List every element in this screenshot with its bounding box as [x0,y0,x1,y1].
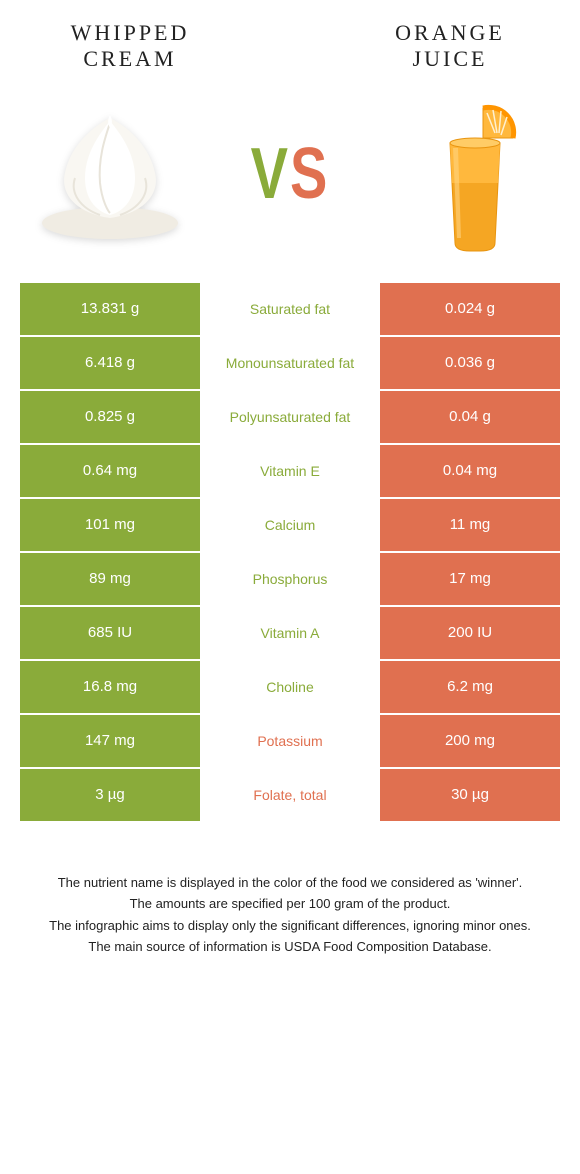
orange-juice-icon [405,93,535,253]
footer-line: The nutrient name is displayed in the co… [30,873,550,893]
footer-line: The amounts are specified per 100 gram o… [30,894,550,914]
vs-label: VS [251,131,330,216]
table-row: 147 mgPotassium200 mg [20,715,560,767]
right-food-title: ORANGE JUICE [350,20,550,73]
vs-v: V [251,132,290,214]
nutrient-table: 13.831 gSaturated fat0.024 g6.418 gMonou… [20,283,560,821]
table-row: 101 mgCalcium11 mg [20,499,560,551]
left-food-title: WHIPPED CREAM [30,20,230,73]
right-value-cell: 200 IU [380,607,560,659]
nutrient-label-cell: Folate, total [200,769,380,821]
left-value-cell: 101 mg [20,499,200,551]
title-line: CREAM [30,46,230,72]
nutrient-label-cell: Vitamin E [200,445,380,497]
footer-notes: The nutrient name is displayed in the co… [0,823,580,989]
table-row: 13.831 gSaturated fat0.024 g [20,283,560,335]
right-value-cell: 17 mg [380,553,560,605]
nutrient-label-cell: Saturated fat [200,283,380,335]
infographic-container: WHIPPED CREAM ORANGE JUICE VS [0,0,580,989]
table-row: 89 mgPhosphorus17 mg [20,553,560,605]
right-value-cell: 200 mg [380,715,560,767]
nutrient-label-cell: Potassium [200,715,380,767]
nutrient-label-cell: Phosphorus [200,553,380,605]
nutrient-label-cell: Choline [200,661,380,713]
table-row: 6.418 gMonounsaturated fat0.036 g [20,337,560,389]
left-value-cell: 6.418 g [20,337,200,389]
left-value-cell: 13.831 g [20,283,200,335]
right-value-cell: 0.024 g [380,283,560,335]
table-row: 3 µgFolate, total30 µg [20,769,560,821]
right-value-cell: 6.2 mg [380,661,560,713]
left-value-cell: 0.825 g [20,391,200,443]
left-value-cell: 685 IU [20,607,200,659]
header: WHIPPED CREAM ORANGE JUICE [0,0,580,83]
table-row: 16.8 mgCholine6.2 mg [20,661,560,713]
left-value-cell: 0.64 mg [20,445,200,497]
left-value-cell: 3 µg [20,769,200,821]
left-value-cell: 89 mg [20,553,200,605]
nutrient-label-cell: Polyunsaturated fat [200,391,380,443]
footer-line: The infographic aims to display only the… [30,916,550,936]
title-line: ORANGE [350,20,550,46]
title-line: WHIPPED [30,20,230,46]
right-value-cell: 0.04 mg [380,445,560,497]
orange-juice-image [390,93,550,253]
footer-line: The main source of information is USDA F… [30,937,550,957]
table-row: 0.64 mgVitamin E0.04 mg [20,445,560,497]
images-row: VS [0,83,580,283]
title-line: JUICE [350,46,550,72]
left-value-cell: 16.8 mg [20,661,200,713]
table-row: 685 IUVitamin A200 IU [20,607,560,659]
nutrient-label-cell: Calcium [200,499,380,551]
table-row: 0.825 gPolyunsaturated fat0.04 g [20,391,560,443]
right-value-cell: 11 mg [380,499,560,551]
nutrient-label-cell: Vitamin A [200,607,380,659]
vs-s: S [290,132,329,214]
right-value-cell: 0.036 g [380,337,560,389]
whipped-cream-image [30,93,190,253]
nutrient-label-cell: Monounsaturated fat [200,337,380,389]
left-value-cell: 147 mg [20,715,200,767]
right-value-cell: 30 µg [380,769,560,821]
right-value-cell: 0.04 g [380,391,560,443]
whipped-cream-icon [30,103,190,243]
